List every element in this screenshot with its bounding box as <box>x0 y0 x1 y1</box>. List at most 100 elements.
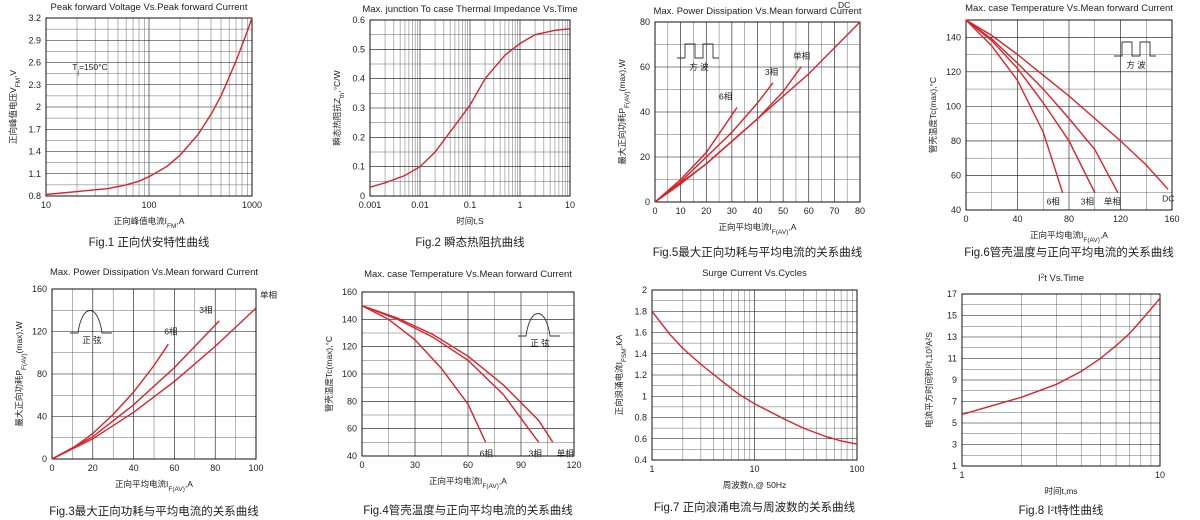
fig6-grid <box>965 19 1173 211</box>
fig3-series-line-2 <box>51 307 257 460</box>
fig7-svg: Surge Current Vs.Cycles 1 10 100 0.4 0.6 0.8 1 1… <box>614 268 865 514</box>
fig8-ytick: 13 <box>947 332 957 342</box>
fig6-xtick: 120 <box>1113 214 1128 224</box>
fig3-title: Max. Power Dissipation Vs.Mean forward C… <box>50 267 258 278</box>
fig3-xtick: 20 <box>88 463 98 473</box>
fig1-grid <box>45 17 253 197</box>
fig7-ylabel: 正向浪涌电流IFSM,KA <box>614 334 628 415</box>
fig1-xtick: 10 <box>41 200 51 210</box>
fig6-xtick: 160 <box>1164 214 1179 224</box>
fig6-waveform-label: 方 波 <box>1126 60 1146 70</box>
fig3-ylabel: 最大正向功耗PF(AV)(max),W <box>14 321 28 426</box>
fig4-ytick: 120 <box>342 342 357 352</box>
fig2-ylabel: 瞬态热阻抗Zth,°C/W <box>332 70 346 145</box>
fig2-panel: Max. junction To case Thermal Impedance … <box>300 0 600 260</box>
fig5-waveform-icon: 方 波 <box>677 43 719 72</box>
fig5-series-line-1 <box>654 82 774 203</box>
fig5-xtick: 10 <box>676 206 686 216</box>
fig3-series-label: 6相 <box>164 326 177 336</box>
fig4-ytick: 60 <box>347 424 357 434</box>
fig5-series-label: 3相 <box>765 67 778 77</box>
fig3-ytick: 80 <box>37 369 47 379</box>
fig5-grid <box>654 21 861 203</box>
fig8-grid <box>961 293 1161 467</box>
fig6-panel: Max. case Temperature Vs.Mean forward Cu… <box>900 0 1200 260</box>
fig5-ylabel: 最大正向功耗PF(AV)(max),W <box>617 59 631 164</box>
fig2-xtick: 1 <box>517 200 522 210</box>
fig2-caption: Fig.2 瞬态热阻抗曲线 <box>415 235 525 249</box>
fig4-grid <box>361 291 575 457</box>
fig1-series-line <box>45 17 253 196</box>
fig4-xtick: 90 <box>516 460 526 470</box>
fig3-xtick: 100 <box>248 463 263 473</box>
fig4-waveform-label: 正 弦 <box>530 338 550 348</box>
fig7-xtick: 1 <box>649 464 654 474</box>
fig3-grid <box>51 288 257 460</box>
fig3-caption: Fig.3最大正向功耗与平均电流的关系曲线 <box>49 504 259 518</box>
fig1-xlabel: 正向峰值电流IFM,A <box>114 216 185 230</box>
fig5-caption: Fig.5最大正向功耗与平均电流的关系曲线 <box>653 245 863 259</box>
fig1-ytick: 2.3 <box>28 80 41 90</box>
fig1-annotation: Tj=150°C <box>72 62 107 76</box>
fig7-xtick: 100 <box>849 464 864 474</box>
fig6-caption: Fig.6管壳温度与正向平均电流的关系曲线 <box>964 245 1174 259</box>
fig8-title: I2t Vs.Time <box>1038 273 1084 285</box>
fig7-ytick: 1.8 <box>634 306 647 316</box>
fig3-ytick: 40 <box>37 412 47 422</box>
fig8-ytick: 1 <box>952 461 957 471</box>
fig6-xtick: 80 <box>1064 214 1074 224</box>
fig5-series-label: DC <box>838 0 850 10</box>
fig1-xtick: 1000 <box>242 200 262 210</box>
fig5-waveform-label: 方 波 <box>689 62 709 72</box>
fig3-xlabel: 正向平均电流IF(AV),A <box>115 479 193 493</box>
fig6-series-label: DC <box>1162 193 1174 203</box>
fig8-xtick: 10 <box>1155 470 1165 480</box>
fig5-xtick: 20 <box>701 206 711 216</box>
fig8-ytick: 3 <box>952 440 957 450</box>
fig8-ytick: 15 <box>947 311 957 321</box>
fig7-ytick: 1.6 <box>634 328 647 338</box>
fig4-ytick: 140 <box>342 314 357 324</box>
fig7-ytick: 1.4 <box>634 349 647 359</box>
fig1-ytick: 2.6 <box>28 58 41 68</box>
fig5-xtick: 70 <box>829 206 839 216</box>
fig7-series-line <box>651 310 858 445</box>
fig3-series-label: 单相 <box>260 290 277 300</box>
fig5-xtick: 80 <box>855 206 865 216</box>
fig6-ytick: 120 <box>946 67 961 77</box>
fig5-series-line-0 <box>654 107 738 203</box>
fig5-series-label: 单相 <box>793 51 810 61</box>
fig2-xtick: 0.001 <box>359 200 382 210</box>
fig4-series-line-1 <box>361 305 540 443</box>
fig6-svg: Max. case Temperature Vs.Mean forward Cu… <box>928 3 1180 259</box>
fig7-grid <box>651 289 858 461</box>
fig1-ylabel: 正向峰值电压VFM,V <box>8 70 22 144</box>
fig2-title: Max. junction To case Thermal Impedance … <box>362 4 577 15</box>
fig7-ytick: 0.8 <box>634 413 647 423</box>
fig3-xtick: 60 <box>169 463 179 473</box>
fig7-ytick: 2 <box>642 285 647 295</box>
fig1-ytick: 1.4 <box>28 147 41 157</box>
fig3-panel: Max. Power Dissipation Vs.Mean forward C… <box>0 260 300 520</box>
fig1-ytick: 1.1 <box>28 169 41 179</box>
fig5-series-line-3 <box>654 21 861 203</box>
fig4-ytick: 80 <box>347 396 357 406</box>
fig2-grid <box>369 19 571 197</box>
fig3-series-line-0 <box>51 343 169 460</box>
fig6-series-label: 6相 <box>1047 197 1060 207</box>
fig1-ytick: 3.2 <box>28 13 41 23</box>
fig4-title: Max. case Temperature Vs.Mean forward Cu… <box>364 269 572 280</box>
fig6-series-line-1 <box>965 19 1096 194</box>
fig6-waveform-icon: 方 波 <box>1114 41 1156 70</box>
fig6-ytick: 80 <box>951 136 961 146</box>
fig7-panel: Surge Current Vs.Cycles 1 10 100 0.4 0.6 0.8 1 1… <box>600 260 900 520</box>
fig2-svg: Max. junction To case Thermal Impedance … <box>332 4 578 249</box>
fig6-ytick: 140 <box>946 32 961 42</box>
fig1-ytick: 2.9 <box>28 35 41 45</box>
fig2-xtick: 0.1 <box>464 200 477 210</box>
fig1-ytick: 2 <box>36 102 41 112</box>
fig5-ytick: 20 <box>640 152 650 162</box>
fig5-xtick: 60 <box>804 206 814 216</box>
fig6-ylabel: 管壳温度Tc(max),°C <box>928 77 938 153</box>
